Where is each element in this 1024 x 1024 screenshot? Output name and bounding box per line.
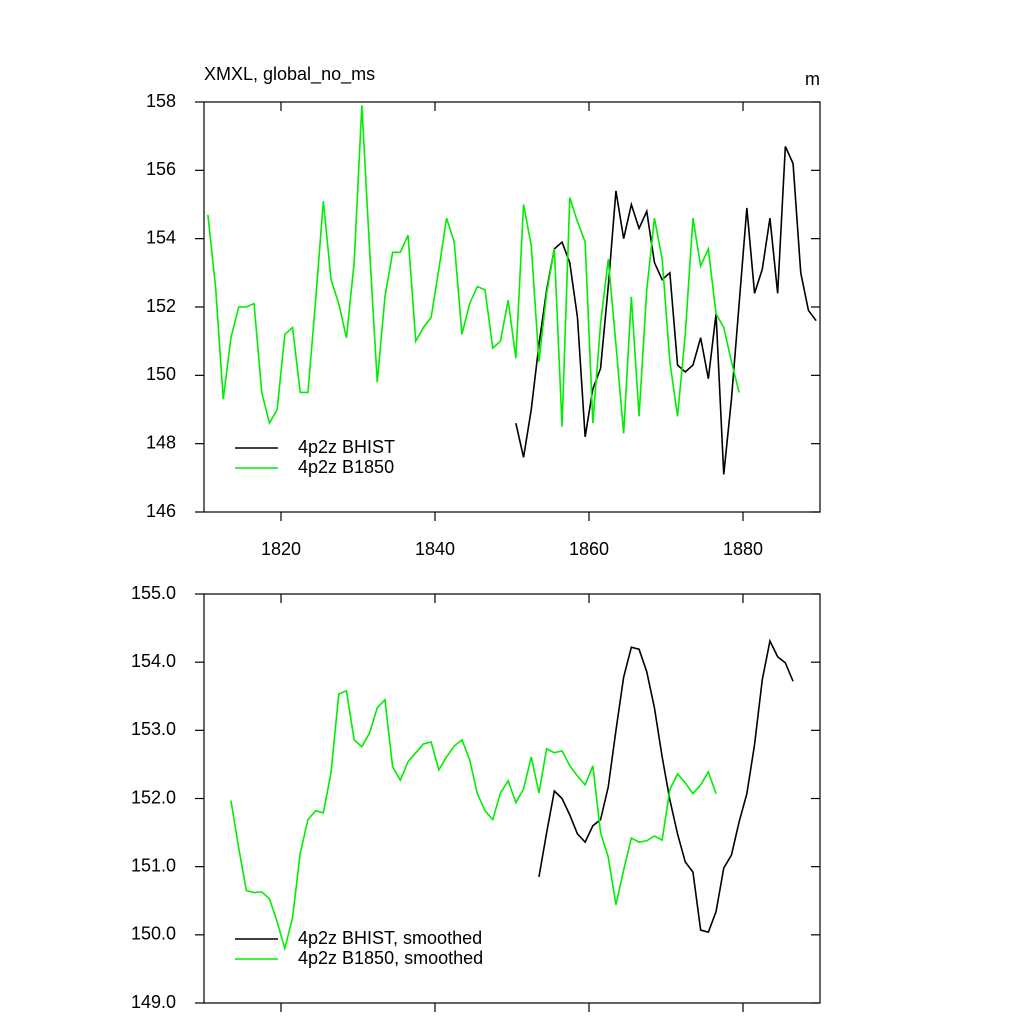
x-tick-label: 1860 [569,539,609,559]
series-line [515,146,817,475]
plot-frame [203,593,821,1004]
y-tick-label: 154.0 [131,651,176,671]
x-tick-label: 1840 [415,539,455,559]
y-tick-label: 148 [146,432,176,452]
legend-label: 4p2z B1850 [298,457,394,477]
y-tick-label: 150 [146,364,176,384]
y-tick-label: 151.0 [131,855,176,875]
y-tick-label: 153.0 [131,719,176,739]
series-line [207,105,740,434]
y-tick-label: 150.0 [131,924,176,944]
series-line [230,689,717,952]
y-tick-label: 152 [146,296,176,316]
legend-label: 4p2z BHIST, smoothed [298,928,482,948]
plot-frame [203,101,821,513]
legend-label: 4p2z BHIST [298,437,395,457]
series-line [538,638,794,934]
y-tick-label: 149.0 [131,992,176,1012]
y-tick-label: 155.0 [131,583,176,603]
units-label: m [805,69,820,89]
x-tick-label: 1820 [261,539,301,559]
y-tick-label: 154 [146,227,176,247]
chart-title: XMXL, global_no_ms [204,64,375,85]
y-tick-label: 156 [146,159,176,179]
y-tick-label: 158 [146,91,176,111]
y-tick-label: 152.0 [131,787,176,807]
legend-label: 4p2z B1850, smoothed [298,948,483,968]
y-tick-label: 146 [146,501,176,521]
x-tick-label: 1880 [723,539,763,559]
